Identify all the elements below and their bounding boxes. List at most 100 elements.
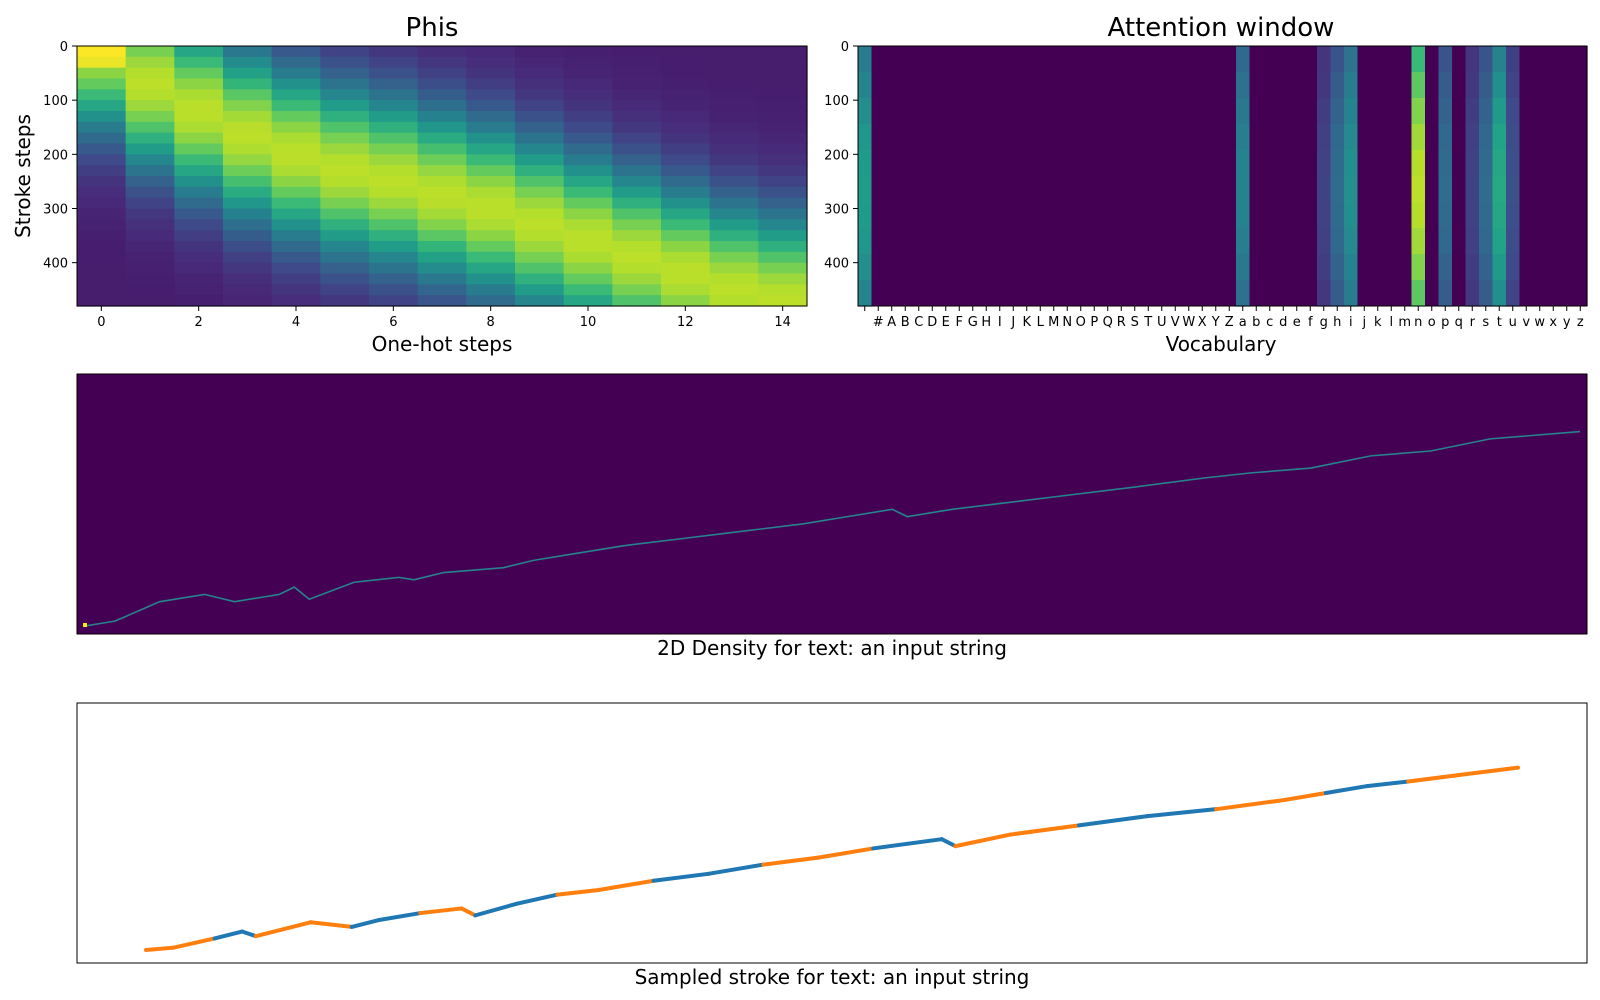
attention-cell	[1479, 124, 1494, 151]
phis-cell	[466, 154, 516, 166]
attention-xtick-label: r	[1470, 315, 1476, 330]
attention-cell	[1465, 254, 1480, 281]
phis-cell	[369, 262, 419, 275]
phis-cell	[563, 295, 613, 307]
phis-cell	[417, 186, 467, 199]
attention-cell	[1236, 46, 1251, 73]
phis-cell	[77, 197, 127, 210]
phis-cell	[758, 273, 808, 285]
phis-cell	[661, 67, 711, 80]
phis-cell	[223, 251, 273, 264]
phis-ytick-label: 0	[60, 40, 68, 55]
phis-cell	[612, 186, 662, 199]
attention-cell	[1492, 98, 1507, 125]
phis-cell	[417, 208, 467, 220]
attention-xtick-label: O	[1076, 315, 1086, 330]
phis-cell	[758, 208, 808, 220]
attention-cell	[1465, 202, 1480, 229]
phis-cell	[515, 132, 565, 145]
phis-cell	[612, 230, 662, 242]
phis-cell	[417, 165, 467, 177]
phis-cell	[515, 197, 565, 210]
phis-cell	[661, 230, 711, 242]
phis-cell	[77, 67, 127, 80]
phis-cell	[661, 89, 711, 101]
phis-cell	[223, 176, 273, 188]
phis-cell	[612, 154, 662, 166]
attention-xtick-label: g	[1320, 315, 1328, 330]
phis-cell	[77, 208, 127, 220]
phis-cell	[125, 273, 175, 285]
phis-cell	[612, 78, 662, 90]
phis-cell	[709, 165, 759, 177]
phis-cell	[320, 176, 370, 188]
attention-cell	[966, 46, 981, 306]
attention-xtick-label: A	[887, 315, 896, 330]
attention-cell	[1411, 280, 1426, 307]
stroke-segment	[651, 871, 711, 883]
phis-cell	[369, 284, 419, 296]
stroke-segment	[939, 837, 958, 849]
attention-cell	[1411, 254, 1426, 281]
attention-cell	[1506, 124, 1521, 151]
phis-cell	[417, 89, 467, 101]
stroke-segment	[1145, 807, 1219, 819]
phis-cell	[709, 230, 759, 242]
phis-cell	[466, 111, 516, 123]
phis-cell	[174, 46, 224, 58]
attention-cell	[1236, 150, 1251, 177]
phis-cell	[661, 251, 711, 264]
phis-cell	[466, 262, 516, 275]
phis-cell	[223, 56, 273, 69]
phis-y-ticks: 0 100 200 300 400	[43, 40, 77, 272]
attention-cell	[1344, 150, 1359, 177]
phis-cell	[661, 143, 711, 155]
attention-xtick-label: o	[1428, 315, 1436, 330]
attention-cell	[1330, 254, 1345, 281]
attention-xtick-label: c	[1266, 315, 1273, 330]
phis-cell	[563, 262, 613, 275]
phis-cell	[661, 100, 711, 112]
attention-cell	[1479, 98, 1494, 125]
attention-cell	[1303, 46, 1318, 306]
density-panel: 2D Density for text: an input string	[76, 373, 1588, 660]
attention-cell	[1411, 98, 1426, 125]
phis-cell	[369, 143, 419, 155]
phis-cell	[77, 219, 127, 231]
attention-xtick-label: t	[1497, 315, 1502, 330]
phis-cell	[271, 143, 321, 155]
attention-cell	[1236, 202, 1251, 229]
phis-cell	[563, 132, 613, 145]
density-frame	[76, 373, 1588, 635]
phis-cell	[271, 100, 321, 112]
phis-cell	[271, 154, 321, 166]
phis-xtick-label: 2	[195, 315, 203, 330]
attention-cell	[1317, 46, 1332, 73]
stroke-segment	[240, 929, 258, 939]
phis-cell	[563, 230, 613, 242]
attention-cell	[1438, 72, 1453, 99]
attention-cell	[1438, 150, 1453, 177]
attention-cell	[1344, 124, 1359, 151]
phis-cell	[612, 262, 662, 275]
phis-cell	[223, 100, 273, 112]
phis-cell	[369, 230, 419, 242]
attention-cell	[925, 46, 940, 306]
attention-cell	[1506, 150, 1521, 177]
phis-xlabel: One-hot steps	[372, 332, 513, 356]
attention-cell	[1317, 72, 1332, 99]
phis-cell	[709, 132, 759, 145]
phis-cell	[77, 56, 127, 69]
phis-cell	[417, 295, 467, 307]
attention-cell	[1411, 124, 1426, 151]
stroke-lines	[144, 765, 1520, 952]
phis-cell	[515, 100, 565, 112]
phis-cell	[758, 165, 808, 177]
attention-cell	[1479, 46, 1494, 73]
phis-panel: Phis 0 2 4 6 8 10 12 14 0 100 200 300 400 One-hot s…	[11, 13, 808, 356]
stroke-segment	[171, 936, 217, 950]
phis-cell	[417, 262, 467, 275]
attention-xtick-label: T	[1143, 315, 1152, 330]
attention-cell	[1506, 254, 1521, 281]
attention-cell	[1438, 46, 1453, 73]
